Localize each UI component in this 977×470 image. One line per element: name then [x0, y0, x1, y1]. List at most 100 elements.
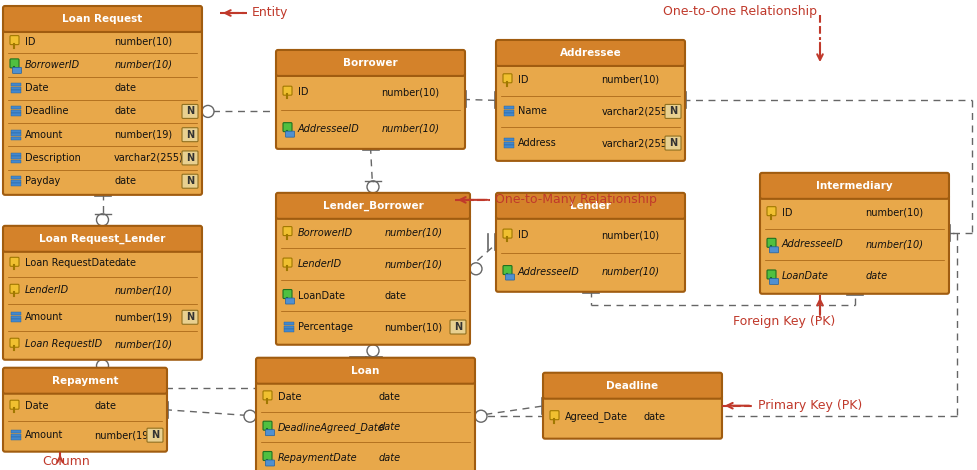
FancyBboxPatch shape [265, 430, 275, 436]
Text: date: date [378, 392, 400, 402]
FancyBboxPatch shape [11, 176, 21, 179]
Text: Loan RequestID: Loan RequestID [25, 339, 102, 349]
FancyBboxPatch shape [766, 207, 775, 216]
FancyBboxPatch shape [11, 86, 21, 90]
FancyBboxPatch shape [11, 157, 21, 159]
Text: date: date [114, 83, 136, 93]
FancyBboxPatch shape [542, 395, 721, 439]
Text: number(10): number(10) [114, 339, 172, 349]
Text: number(19): number(19) [95, 430, 152, 440]
Circle shape [202, 105, 214, 118]
Text: Loan Request_Lender: Loan Request_Lender [39, 234, 165, 244]
FancyBboxPatch shape [11, 83, 21, 86]
FancyBboxPatch shape [11, 137, 21, 140]
FancyBboxPatch shape [256, 358, 475, 384]
FancyBboxPatch shape [147, 428, 163, 442]
FancyBboxPatch shape [11, 434, 21, 437]
FancyBboxPatch shape [285, 298, 294, 304]
FancyBboxPatch shape [11, 110, 21, 113]
FancyBboxPatch shape [10, 257, 19, 266]
Text: Entity: Entity [252, 7, 288, 19]
Text: RepaymentDate: RepaymentDate [277, 453, 358, 462]
FancyBboxPatch shape [276, 50, 464, 76]
FancyBboxPatch shape [263, 452, 272, 461]
FancyBboxPatch shape [503, 113, 514, 117]
FancyBboxPatch shape [11, 106, 21, 110]
FancyBboxPatch shape [10, 400, 19, 409]
FancyBboxPatch shape [503, 106, 514, 110]
FancyBboxPatch shape [10, 36, 19, 45]
FancyBboxPatch shape [495, 215, 684, 292]
Text: date: date [378, 422, 401, 432]
Text: LenderID: LenderID [298, 259, 342, 269]
Text: AddresseeID: AddresseeID [518, 266, 579, 276]
Text: N: N [150, 430, 159, 440]
Text: Column: Column [42, 455, 90, 468]
Text: number(10): number(10) [601, 266, 658, 276]
Text: date: date [114, 258, 136, 268]
FancyBboxPatch shape [759, 195, 948, 294]
FancyBboxPatch shape [503, 145, 514, 148]
Text: varchar2(255): varchar2(255) [601, 106, 670, 117]
FancyBboxPatch shape [182, 174, 197, 188]
Text: number(10): number(10) [865, 239, 922, 249]
Text: date: date [378, 453, 401, 462]
FancyBboxPatch shape [769, 278, 778, 284]
FancyBboxPatch shape [10, 59, 19, 68]
Text: N: N [186, 106, 193, 117]
FancyBboxPatch shape [502, 74, 512, 83]
FancyBboxPatch shape [276, 72, 464, 149]
FancyBboxPatch shape [283, 322, 294, 325]
FancyBboxPatch shape [11, 180, 21, 183]
Text: Intermediary: Intermediary [816, 181, 892, 191]
FancyBboxPatch shape [11, 113, 21, 117]
FancyBboxPatch shape [11, 133, 21, 136]
Text: Address: Address [518, 138, 556, 148]
FancyBboxPatch shape [11, 312, 21, 315]
FancyBboxPatch shape [766, 270, 775, 279]
Text: ID: ID [298, 87, 308, 97]
FancyBboxPatch shape [3, 28, 202, 195]
Text: ID: ID [782, 208, 791, 218]
FancyBboxPatch shape [282, 227, 292, 235]
FancyBboxPatch shape [282, 86, 292, 95]
Text: Date: Date [25, 83, 49, 93]
Text: number(10): number(10) [384, 259, 442, 269]
FancyBboxPatch shape [11, 90, 21, 93]
FancyBboxPatch shape [276, 215, 470, 345]
FancyBboxPatch shape [256, 380, 475, 470]
Text: number(19): number(19) [114, 130, 172, 140]
FancyBboxPatch shape [263, 421, 272, 430]
Circle shape [366, 345, 379, 357]
FancyBboxPatch shape [503, 141, 514, 145]
FancyBboxPatch shape [182, 151, 197, 165]
Text: date: date [384, 290, 406, 300]
Text: date: date [642, 412, 664, 422]
FancyBboxPatch shape [282, 258, 292, 267]
Text: Amount: Amount [25, 430, 64, 440]
FancyBboxPatch shape [285, 131, 294, 137]
Text: number(10): number(10) [384, 322, 442, 332]
Text: Payday: Payday [25, 176, 61, 186]
FancyBboxPatch shape [502, 229, 512, 238]
Text: varchar2(255): varchar2(255) [601, 138, 670, 148]
Circle shape [366, 181, 379, 193]
Text: number(10): number(10) [865, 208, 923, 218]
Text: number(10): number(10) [114, 60, 172, 70]
FancyBboxPatch shape [182, 128, 197, 141]
FancyBboxPatch shape [495, 62, 684, 161]
FancyBboxPatch shape [11, 153, 21, 156]
Text: DeadlineAgreed_Date: DeadlineAgreed_Date [277, 422, 384, 433]
Text: BorrowerID: BorrowerID [298, 227, 353, 237]
Circle shape [470, 263, 482, 275]
Text: Loan Request: Loan Request [63, 14, 143, 24]
FancyBboxPatch shape [503, 138, 514, 141]
Text: Date: Date [277, 392, 301, 402]
FancyBboxPatch shape [759, 173, 948, 199]
Text: Foreign Key (PK): Foreign Key (PK) [732, 315, 834, 328]
FancyBboxPatch shape [549, 411, 559, 420]
Text: Addressee: Addressee [559, 48, 620, 58]
Text: number(10): number(10) [114, 285, 172, 295]
FancyBboxPatch shape [276, 193, 470, 219]
Text: Description: Description [25, 153, 81, 163]
